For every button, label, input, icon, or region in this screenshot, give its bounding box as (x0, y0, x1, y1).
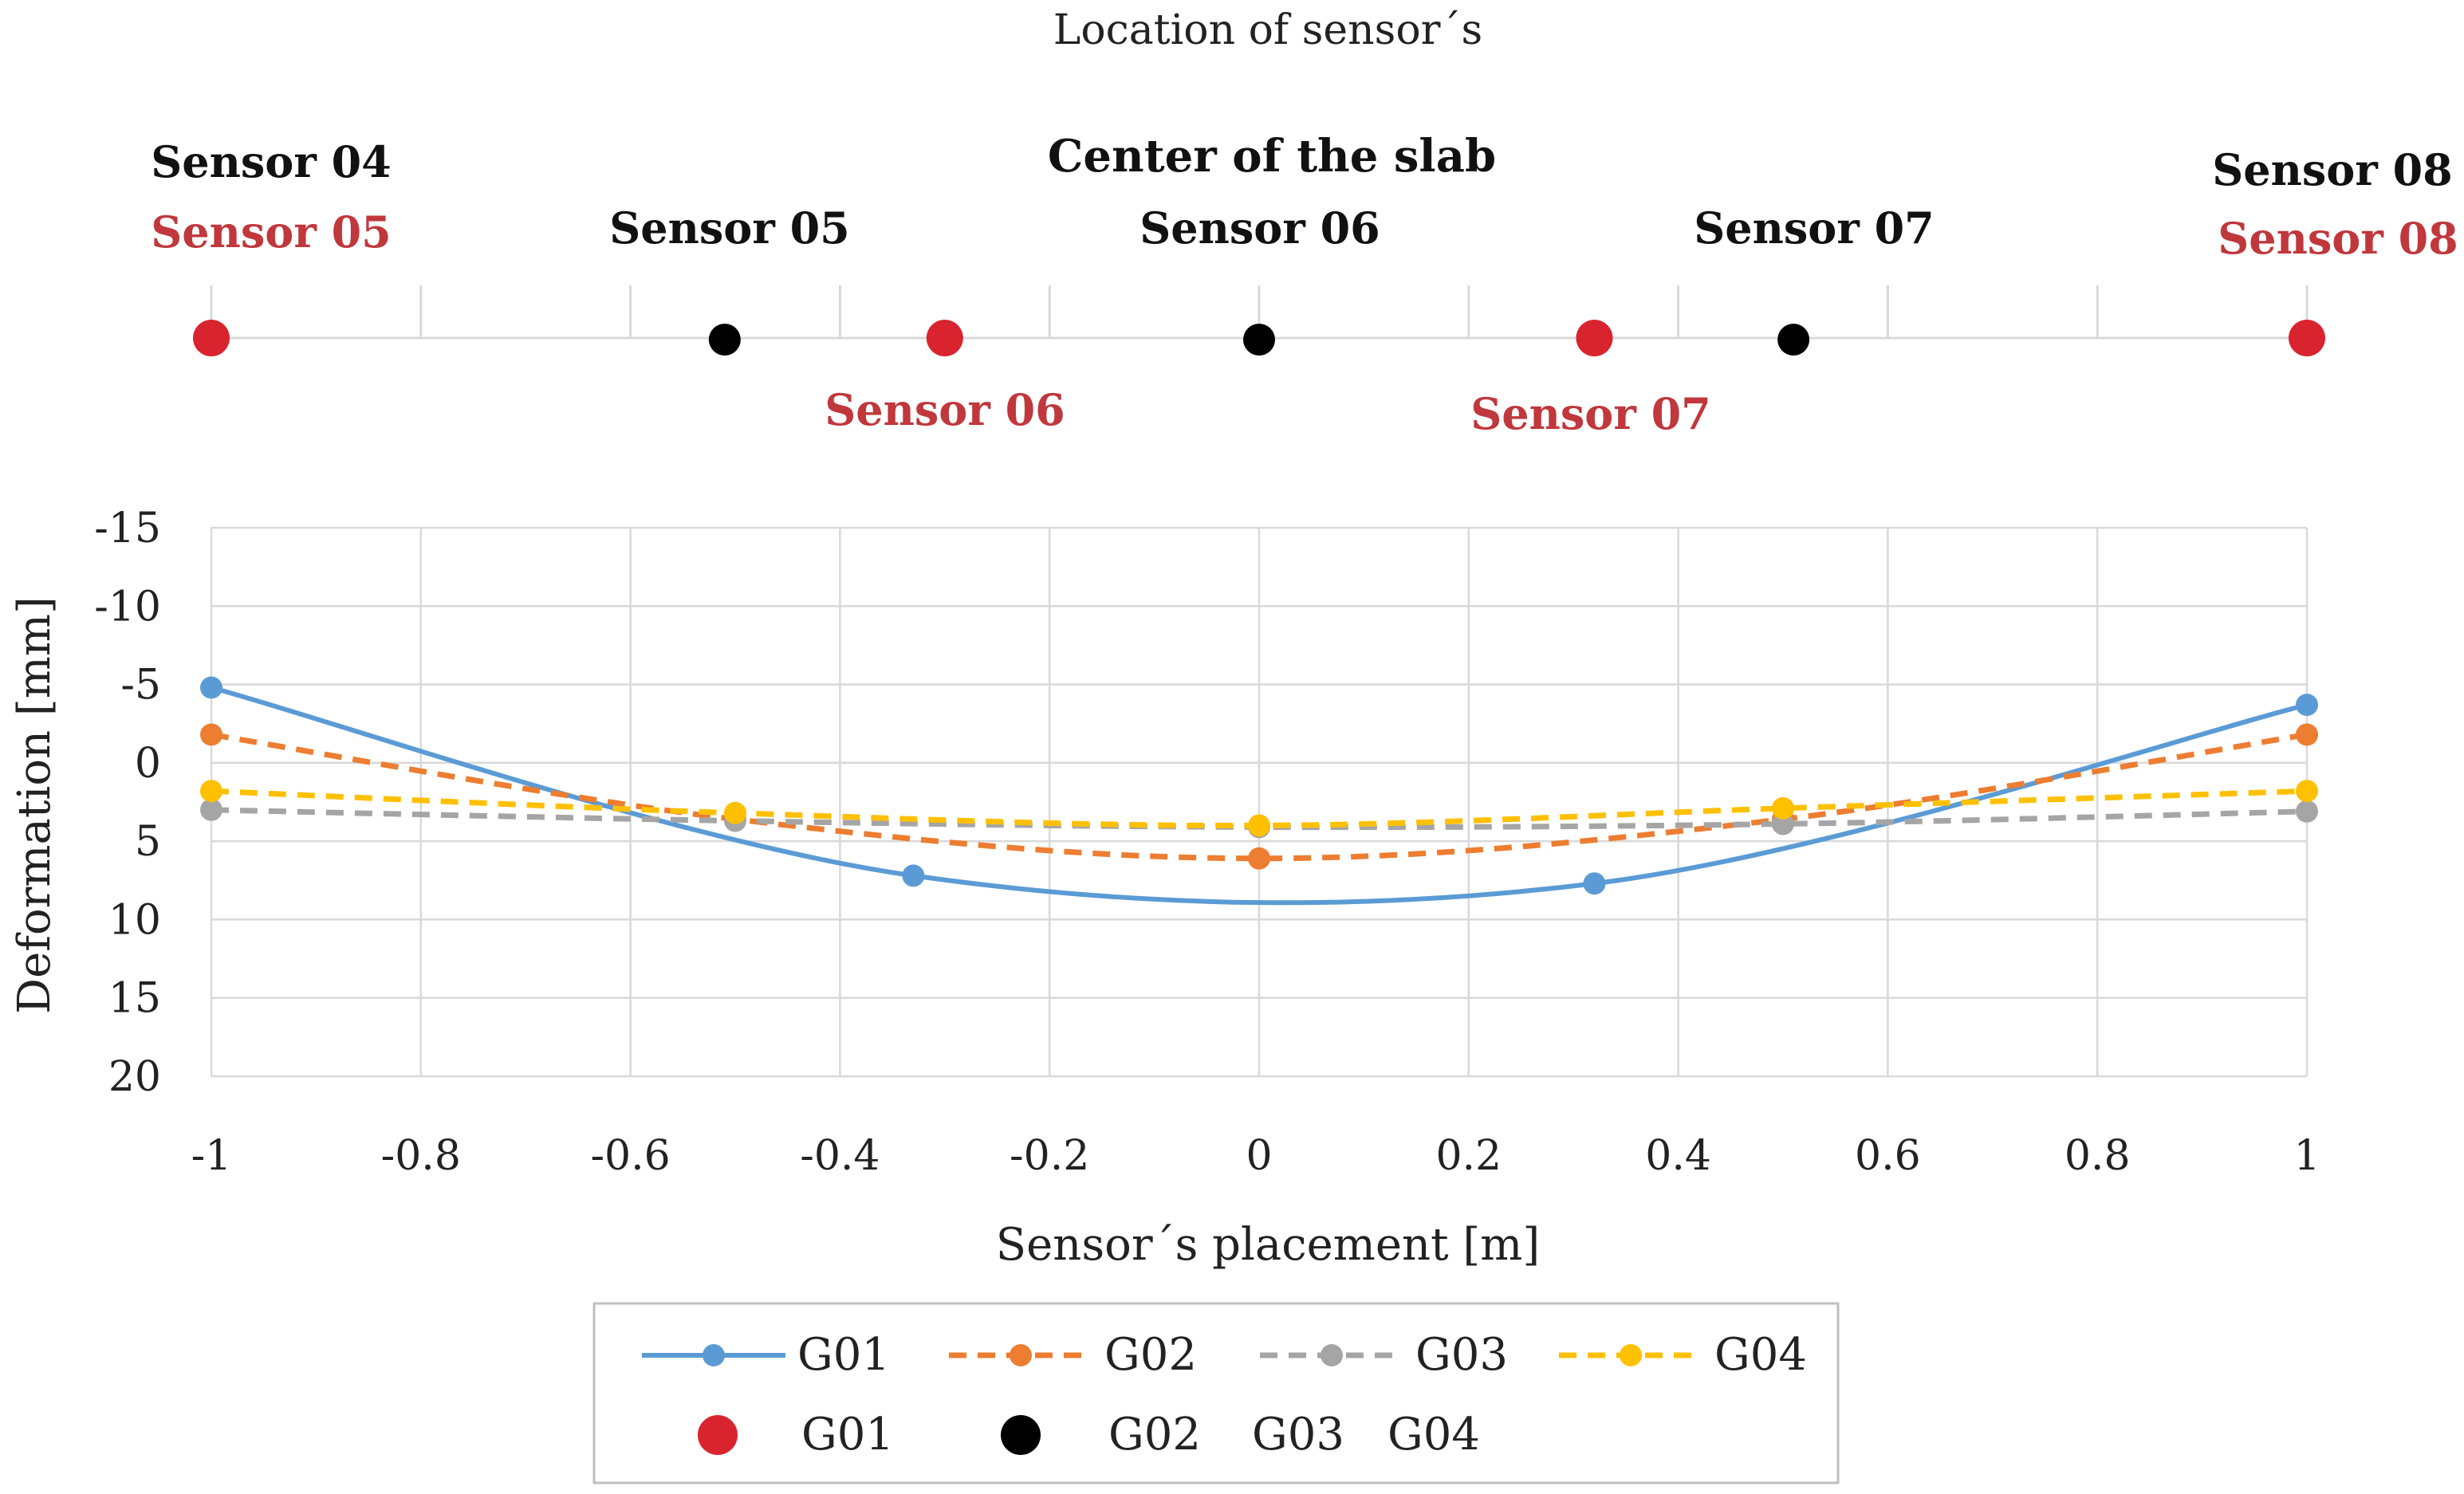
x-tick-label: 0 (1246, 1132, 1272, 1180)
black-sensor-dot-2 (1777, 324, 1810, 356)
legend-sensor-g03-label: G03 (1252, 1409, 1344, 1461)
data-point-g04-3 (1772, 796, 1794, 820)
x-tick-label: -0.8 (381, 1132, 461, 1180)
sensor-map: Location of sensor´s Center of the slab … (151, 6, 2458, 439)
legend-marker-g02 (1010, 1344, 1032, 1366)
black-sensor-dot-1 (1243, 324, 1275, 356)
label-sensor-07-black: Sensor 07 (1694, 202, 1934, 254)
data-point-g01-2 (1583, 872, 1606, 895)
legend-sensor-g04-label: G04 (1387, 1409, 1480, 1461)
label-sensor-07-red: Sensor 07 (1470, 388, 1710, 439)
legend-label-g03: G03 (1415, 1329, 1508, 1381)
legend-box (592, 1302, 1840, 1484)
x-tick-label: 0.8 (2064, 1132, 2131, 1180)
legend-marker-g04 (1620, 1344, 1642, 1366)
sensor-dots (193, 320, 2325, 356)
legend-row-sensors: G01 G02 G03 G04 (698, 1409, 1480, 1461)
y-tick-label: 10 (108, 896, 161, 944)
y-tick-label: 5 (135, 818, 161, 866)
sensor-map-title: Location of sensor´s (1053, 6, 1482, 54)
data-point-g01-1 (902, 864, 925, 887)
sensor-axis-ticks (210, 285, 2309, 338)
series-layer (200, 676, 2318, 906)
label-sensor-08-red: Sensor 08 (2218, 213, 2458, 264)
x-tick-label: 0.6 (1855, 1132, 1921, 1180)
label-sensor-05-red: Sensor 05 (151, 206, 391, 258)
y-tick-label: 15 (108, 975, 161, 1023)
y-tick-label: -15 (94, 505, 161, 552)
x-tick-label: 0.2 (1435, 1132, 1502, 1180)
x-tick-label: -0.4 (800, 1132, 880, 1180)
data-point-g02-2 (1248, 847, 1270, 870)
red-sensor-dot-1 (926, 320, 963, 356)
red-sensor-dot-3 (2289, 320, 2325, 356)
legend-red-sensor-marker (698, 1415, 738, 1455)
y-tick-label: 0 (135, 740, 161, 788)
legend-label-g01: G01 (797, 1329, 890, 1381)
data-point-g03-3 (1772, 812, 1794, 835)
data-point-g04-0 (200, 780, 222, 803)
legend-marker-g03 (1321, 1344, 1343, 1366)
center-of-slab-label: Center of the slab (1048, 130, 1496, 183)
grid-lines (210, 526, 2309, 1078)
legend-sensor-g02-label: G02 (1108, 1409, 1201, 1461)
legend-row-lines: G01 G02 G03 G04 (642, 1329, 1807, 1381)
data-point-g04-1 (724, 801, 746, 824)
label-sensor-05-black: Sensor 05 (609, 202, 849, 254)
legend-label-g02: G02 (1104, 1329, 1197, 1381)
data-point-g04-2 (1248, 814, 1270, 837)
label-sensor-08-black: Sensor 08 (2212, 144, 2452, 195)
data-point-g02-4 (2296, 723, 2318, 746)
x-tick-label: 0.4 (1645, 1132, 1711, 1180)
label-sensor-04-black: Sensor 04 (151, 136, 391, 187)
label-sensor-06-red: Sensor 06 (825, 384, 1065, 435)
y-tick-label: -10 (94, 583, 161, 631)
black-sensor-dot-0 (708, 324, 741, 356)
legend-sensor-g01-label: G01 (801, 1409, 894, 1461)
series-line-g01 (211, 685, 2308, 906)
data-point-g01-0 (200, 676, 222, 699)
y-tick-label: 20 (108, 1053, 161, 1101)
label-sensor-06-black: Sensor 06 (1140, 202, 1380, 254)
legend-black-sensor-marker (1001, 1415, 1041, 1455)
data-point-g03-4 (2296, 800, 2318, 823)
plot-area: -15 -10 -5 0 5 10 15 20 -1 -0.8 -0.6 -0.4 -0.2 0 0.2 0… (94, 505, 2320, 1180)
y-axis-label: Deformation [mm] (9, 596, 61, 1014)
x-tick-labels: -1 -0.8 -0.6 -0.4 -0.2 0 0.2 0.4 0.6 0.8 1 (191, 1132, 2320, 1180)
x-tick-label: -0.2 (1010, 1132, 1089, 1180)
legend-marker-g01 (703, 1344, 725, 1366)
legend-label-g04: G04 (1714, 1329, 1807, 1381)
data-point-g01-3 (2296, 694, 2318, 717)
y-tick-labels: -15 -10 -5 0 5 10 15 20 (94, 505, 161, 1101)
y-tick-label: -5 (120, 662, 161, 710)
x-tick-label: 1 (2293, 1132, 2320, 1180)
data-point-g02-0 (200, 723, 222, 746)
x-tick-label: -0.6 (590, 1132, 670, 1180)
red-sensor-dot-0 (193, 320, 230, 356)
x-tick-label: -1 (191, 1132, 232, 1180)
x-axis-label: Sensor´s placement [m] (996, 1219, 1540, 1271)
red-sensor-dot-2 (1576, 320, 1613, 356)
legend: G01 G02 G03 G04 G01 G02 G03 G04 (592, 1302, 1840, 1484)
data-point-g04-4 (2296, 780, 2318, 803)
data-point-g03-0 (200, 798, 222, 821)
